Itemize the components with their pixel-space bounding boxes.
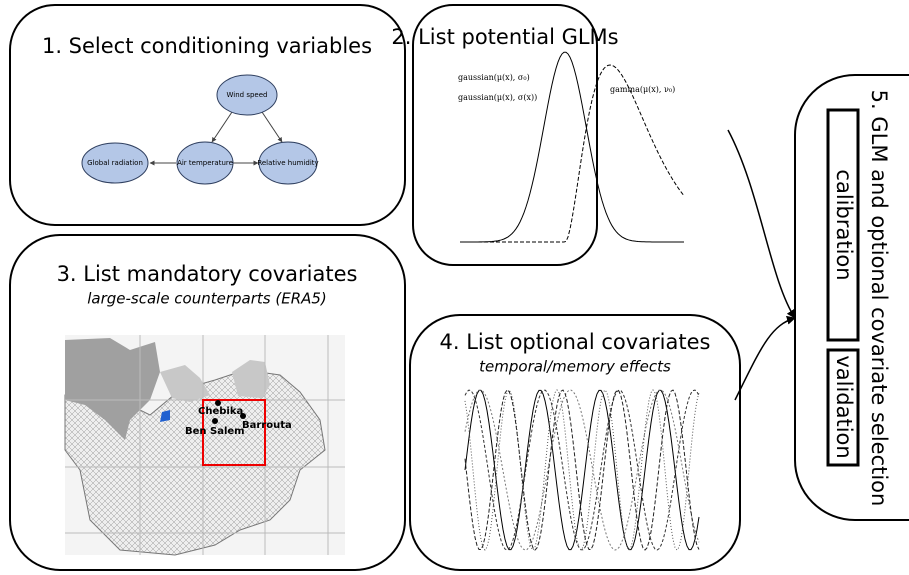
panel-title: 5. GLM and optional covariate selection	[867, 90, 891, 507]
panel-title: 2. List potential GLMs	[391, 25, 618, 49]
node	[176, 141, 234, 185]
panel-title: 4. List optional covariates	[439, 330, 710, 354]
place-label: Chebika	[198, 406, 243, 417]
step-label: calibration	[832, 169, 856, 280]
place-label: Barrouta	[242, 420, 292, 431]
node	[258, 141, 318, 185]
curve-label: gamma(μ(x), ν₀)	[610, 85, 675, 94]
gaussian-curve	[460, 51, 684, 243]
node	[81, 142, 149, 184]
map	[64, 335, 345, 556]
panel-subtitle: temporal/memory effects	[479, 358, 671, 376]
panel-title: 3. List mandatory covariates	[57, 262, 358, 286]
step-box	[826, 108, 860, 342]
curve-label: gaussian(μ(x), σ(x))	[458, 93, 537, 102]
place-label: Ben Salem	[185, 426, 245, 437]
wave	[464, 389, 700, 551]
wave	[464, 389, 700, 551]
wave	[464, 389, 700, 551]
panel-subtitle: large-scale counterparts (ERA5)	[87, 290, 327, 308]
node-label: Wind speed	[227, 91, 268, 99]
node-label: Air temperature	[177, 159, 233, 167]
panel-5	[794, 74, 909, 521]
wave	[464, 389, 700, 551]
arrow	[734, 315, 796, 401]
step-label: validation	[832, 355, 856, 458]
gamma-curve	[460, 64, 685, 243]
node-label: Global radiation	[87, 159, 143, 167]
arrow	[727, 129, 796, 319]
panel-4	[409, 314, 741, 571]
step-box	[826, 348, 860, 467]
panel-2	[412, 4, 598, 266]
waves	[464, 389, 700, 551]
panel-title: 1. Select conditioning variables	[42, 34, 372, 58]
dag-edges	[149, 111, 283, 166]
node-label: Relative humidity	[257, 159, 318, 167]
node	[216, 74, 278, 116]
curve-label: gaussian(μ(x), σ₀)	[458, 73, 530, 82]
